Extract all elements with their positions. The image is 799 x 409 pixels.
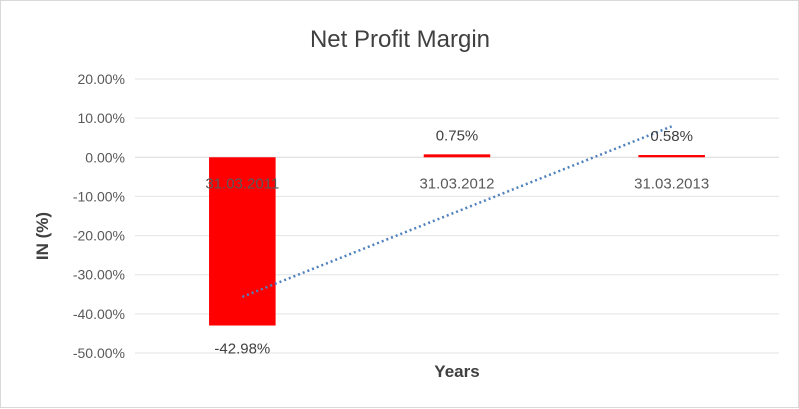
x-axis-title: Years bbox=[434, 362, 479, 381]
y-tick-label: -30.00% bbox=[73, 267, 125, 283]
x-tick-label: 31.03.2012 bbox=[419, 175, 494, 192]
x-tick-label: 31.03.2013 bbox=[634, 175, 709, 192]
y-tick-label: 20.00% bbox=[78, 71, 125, 87]
y-tick-label: -50.00% bbox=[73, 345, 125, 361]
y-tick-label: 10.00% bbox=[78, 110, 125, 126]
y-axis-title: IN (%) bbox=[33, 212, 52, 260]
chart-title: Net Profit Margin bbox=[310, 26, 490, 53]
data-label: -42.98% bbox=[214, 341, 270, 358]
bar bbox=[209, 157, 276, 326]
y-tick-label: -10.00% bbox=[73, 188, 125, 204]
bar bbox=[638, 155, 705, 158]
data-label: 0.58% bbox=[650, 128, 693, 145]
bar bbox=[423, 154, 491, 158]
y-tick-label: -40.00% bbox=[73, 306, 125, 322]
x-tick-label: 31.03.2011 bbox=[205, 175, 279, 192]
data-label: 0.75% bbox=[436, 127, 479, 144]
y-tick-label: -20.00% bbox=[73, 228, 125, 244]
y-tick-label: 0.00% bbox=[85, 149, 125, 165]
trendline bbox=[241, 125, 673, 299]
